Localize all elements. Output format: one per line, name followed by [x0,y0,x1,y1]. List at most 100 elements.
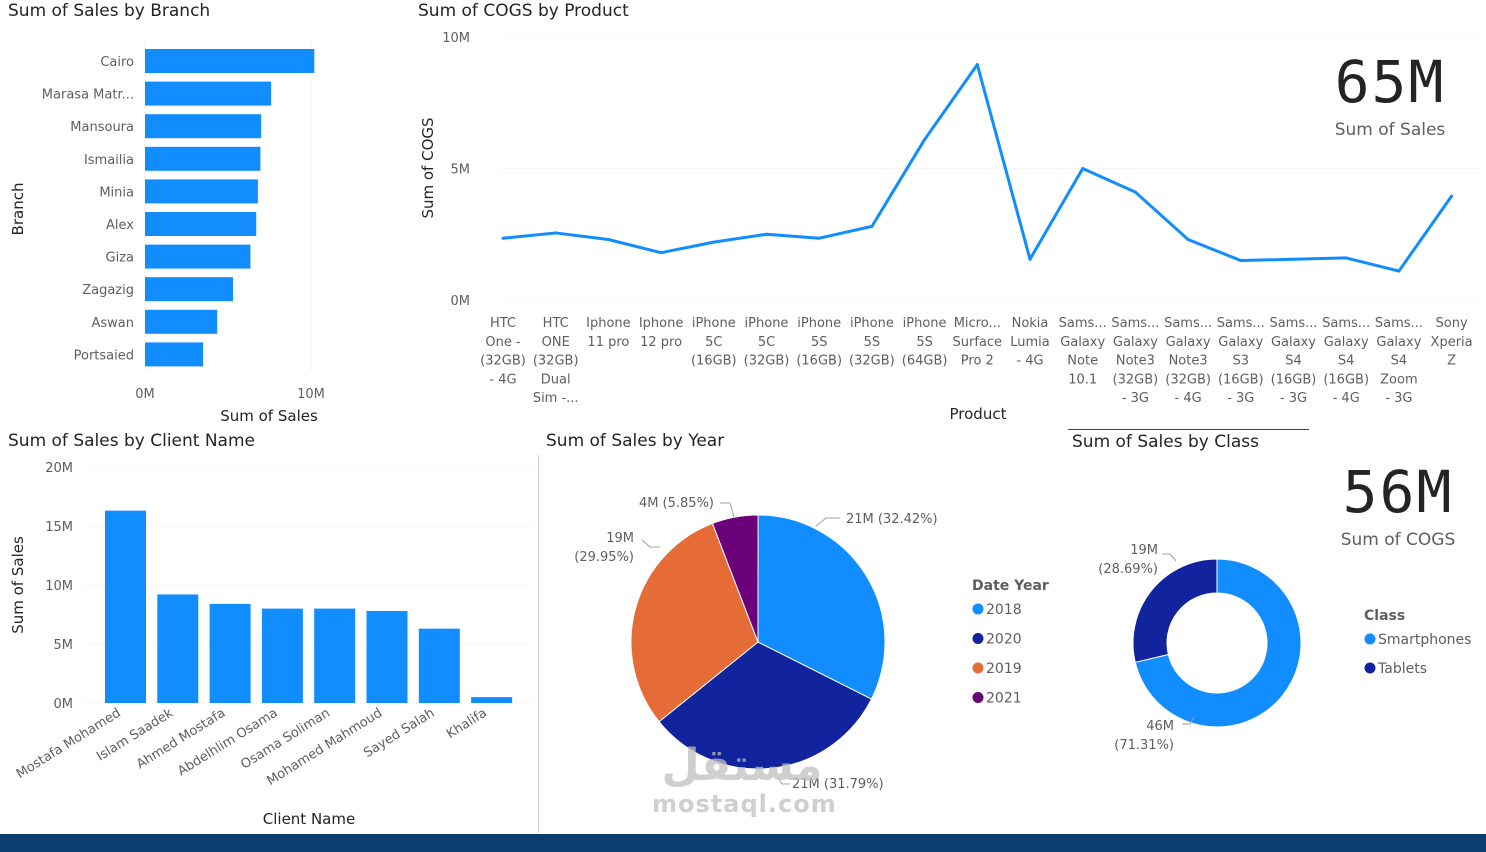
line-x-tick-label: Micro... Surface Pro 2 [953,316,1003,369]
class-chart[interactable]: 46M (71.31%) 19M (28.69%) Class Smartphones Ta… [1064,430,1486,834]
line-x-tick-label: Sams... Galaxy S4 Zoom - 3G [1375,316,1423,406]
line-x-tick-label: Sams... Galaxy S3 (16GB) - 3G [1217,316,1265,406]
cogs-line-point [606,238,610,242]
line-x-tick-label: Sams... Galaxy Note3 (32GB) - 4G [1164,316,1212,406]
branch-bar [145,309,218,334]
year-leader-line [815,517,840,527]
class-leader-line [1162,553,1177,562]
class-legend-label: Smartphones [1378,632,1471,648]
line-x-tick-label: Iphone 11 pro [586,316,631,350]
client-y-axis-title: Sum of Sales [9,536,27,634]
client-bar [261,608,303,703]
year-legend-marker [972,633,984,644]
branch-category-label: Zagazig [82,283,134,298]
year-data-label: 21M (31.79%) [792,777,884,792]
cogs-line-point [501,236,505,240]
cogs-line-point [1133,190,1137,194]
cogs-card-value: 56M [1342,458,1454,526]
cogs-product-chart-panel[interactable]: Sum of COGS by Product 0M 5M 10M HTC One -(3… [410,0,1486,430]
branch-chart-panel[interactable]: Sum of Sales by Branch Cairo Marasa Matr.… [0,0,335,430]
year-legend-title: Date Year [972,578,1049,594]
cogs-line-point [1344,256,1348,260]
client-x-axis-title: Client Name [263,810,355,828]
client-bar [314,608,356,703]
branch-category-label: Ismailia [84,153,134,168]
branch-bar [145,146,261,171]
client-y-tick: 0M [54,697,74,712]
cogs-line-point [1292,257,1295,261]
year-legend-label: 2019 [986,661,1022,677]
branch-bar [145,244,251,269]
year-legend-label: 2021 [986,691,1022,707]
watermark: مستقل mostaql.com [652,742,836,819]
line-x-tick-label: Sony Xperia Z [1431,316,1473,369]
class-data-label: 19M (28.69%) [1098,543,1158,577]
client-chart-title: Sum of Sales by Client Name [8,431,255,451]
line-y-axis-title: Sum of COGS [419,117,437,218]
cogs-product-chart-title: Sum of COGS by Product [418,1,629,21]
client-category-label: Khalifa [444,706,490,742]
client-bar [366,610,408,703]
client-bar [157,594,199,703]
class-legend-marker [1364,662,1376,674]
branch-bar [145,179,258,204]
line-x-tick-label: HTC One -(32GB) - 4G [480,316,526,387]
branch-y-axis-title: Branch [9,183,27,236]
year-data-label: 4M (5.85%) [639,496,714,511]
year-leader-line [777,776,790,785]
line-x-tick-label: Sams... Galaxy Note3 (32GB) - 3G [1111,316,1159,406]
year-chart[interactable]: 21M (32.42%) 21M (31.79%) 19M (29.95%) 4M (5… [538,430,1058,834]
cogs-line-point [765,232,768,236]
line-y-tick: 0M [451,294,471,309]
line-y-tick: 10M [442,31,470,46]
branch-category-label: Minia [99,185,134,200]
line-x-tick-label: iPhone 5S (64GB) [902,316,948,369]
branch-bar [145,342,204,367]
sales-card-value: 65M [1334,48,1446,116]
cogs-line-point [975,63,979,67]
class-leader-line [1182,716,1195,725]
year-legend-label: 2018 [986,602,1022,618]
branch-bar [145,114,262,139]
branch-category-label: Portsaied [74,348,134,363]
client-y-tick: 10M [45,579,73,594]
year-legend-label: 2020 [986,632,1022,648]
cogs-line-point [659,251,663,255]
cogs-line-point [817,236,821,240]
branch-category-label: Cairo [100,55,134,70]
class-legend-title: Class [1364,608,1405,624]
client-y-tick: 20M [45,461,73,476]
footer-bar [0,834,1486,852]
branch-bar [145,81,272,106]
cogs-line-point [1397,269,1401,273]
year-leader-line [641,539,660,548]
cogs-line-point [1028,257,1032,261]
line-x-tick-label: iPhone 5S (16GB) [796,316,842,369]
cogs-line-point [870,224,874,228]
class-donut-slice [1132,558,1218,663]
branch-category-label: Giza [106,251,134,266]
client-chart-panel[interactable]: Sum of Sales by Client Name 0M 5M 10M 15M 20… [0,430,538,834]
cogs-line-point [554,231,558,235]
client-bar [209,603,251,703]
line-x-tick-label: iPhone 5C (32GB) [744,316,790,369]
line-x-tick-label: HTC ONE (32GB) Dual Sim -... [533,316,579,406]
year-legend-marker [972,603,984,615]
year-data-label: 21M (32.42%) [846,512,938,527]
year-chart-title: Sum of Sales by Year [546,431,725,451]
panel-divider [538,455,539,833]
branch-chart[interactable]: Cairo Marasa Matr... Mansoura Ismailia Minia… [0,0,335,430]
line-x-tick-label: Iphone 12 pro [639,316,684,350]
line-y-tick: 5M [451,163,471,178]
branch-x-tick: 10M [297,387,325,402]
year-pie-slice [658,641,873,770]
year-pie-slice [630,522,759,723]
branch-category-label: Mansoura [70,120,134,135]
client-y-tick: 5M [54,638,74,653]
class-chart-panel[interactable]: Sum of Sales by Class 46M (71.31%) 19M (28.… [1064,429,1486,834]
year-chart-panel[interactable]: Sum of Sales by Year 21M (32.42%) 21M (31… [538,430,1058,834]
year-pie-slice [757,514,886,700]
line-x-tick-label: Nokia Lumia - 4G [1010,316,1050,369]
